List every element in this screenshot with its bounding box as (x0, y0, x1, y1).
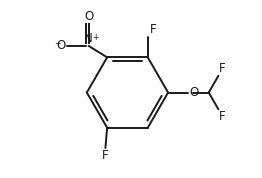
Text: O: O (189, 86, 199, 99)
Text: O: O (84, 10, 93, 23)
Text: F: F (219, 110, 226, 123)
Text: −: − (54, 39, 61, 48)
Text: F: F (150, 23, 156, 36)
Text: O: O (57, 39, 66, 52)
Text: F: F (102, 149, 109, 162)
Text: F: F (219, 62, 226, 75)
Text: N: N (84, 32, 93, 45)
Text: +: + (92, 33, 99, 42)
